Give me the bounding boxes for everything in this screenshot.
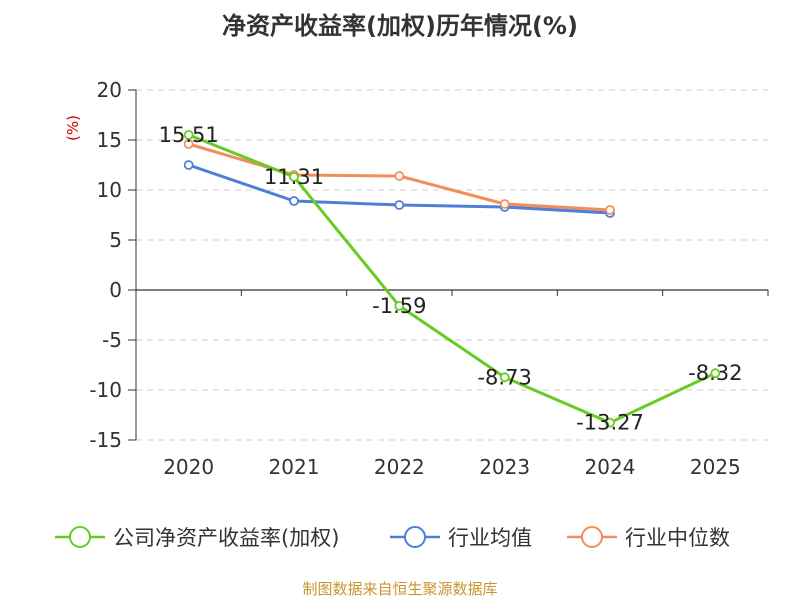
legend-marker	[69, 526, 91, 548]
data-label: -8.32	[688, 361, 742, 385]
y-tick-label: 5	[109, 228, 122, 252]
y-tick-label: 20	[97, 78, 122, 102]
source-footer: 制图数据来自恒生聚源数据库	[302, 580, 498, 598]
series-points	[183, 129, 721, 428]
data-label: -8.73	[477, 365, 531, 389]
data-point	[183, 139, 194, 149]
data-point	[499, 372, 510, 383]
data-point	[289, 171, 299, 182]
y-tick-label: -15	[89, 428, 122, 452]
legend-label: 行业均值	[448, 526, 532, 550]
x-tick-label: 2024	[585, 455, 636, 479]
x-tick-labels: 2020 2021 2022 2023 2024 2025	[163, 455, 741, 479]
legend-label: 公司净资产收益率(加权)	[113, 526, 339, 550]
legend: 公司净资产收益率(加权) 行业均值 行业中位数	[55, 526, 730, 550]
y-tick-label: -10	[89, 378, 122, 402]
y-tick-label: 10	[97, 178, 122, 202]
data-point	[394, 300, 405, 311]
y-tick-label: 15	[97, 128, 122, 152]
data-point	[605, 205, 615, 215]
data-label: -1.59	[372, 294, 426, 318]
data-point	[394, 200, 405, 210]
data-label: -13.27	[576, 411, 644, 435]
x-tick-label: 2025	[690, 455, 741, 479]
data-point	[183, 129, 194, 140]
axes	[128, 89, 769, 441]
data-label: 11.31	[264, 165, 324, 189]
grid-lines	[136, 89, 768, 441]
legend-label: 行业中位数	[625, 526, 730, 550]
data-labels: 15.51 11.31 -1.59 -8.73 -13.27 -8.32	[159, 123, 743, 435]
y-tick-label: -5	[102, 328, 122, 352]
chart-title: 净资产收益率(加权)历年情况(%)	[222, 12, 578, 40]
data-point	[499, 199, 510, 209]
x-tick-label: 2020	[163, 455, 214, 479]
series-line	[188, 133, 716, 425]
y-tick-label: 0	[109, 278, 122, 302]
x-tick-label: 2022	[374, 455, 425, 479]
data-point	[394, 171, 405, 181]
legend-marker	[581, 526, 603, 548]
data-point	[183, 160, 194, 170]
x-tick-label: 2023	[479, 455, 530, 479]
data-point	[289, 196, 299, 206]
y-tick-labels: 20 15 10 5 0 -5 -10 -15	[89, 78, 122, 452]
y-axis-label: (%)	[64, 115, 82, 141]
data-point	[605, 417, 615, 428]
x-tick-label: 2021	[269, 455, 320, 479]
legend-marker	[404, 526, 426, 548]
data-label: 15.51	[159, 123, 219, 147]
data-point	[710, 368, 721, 379]
